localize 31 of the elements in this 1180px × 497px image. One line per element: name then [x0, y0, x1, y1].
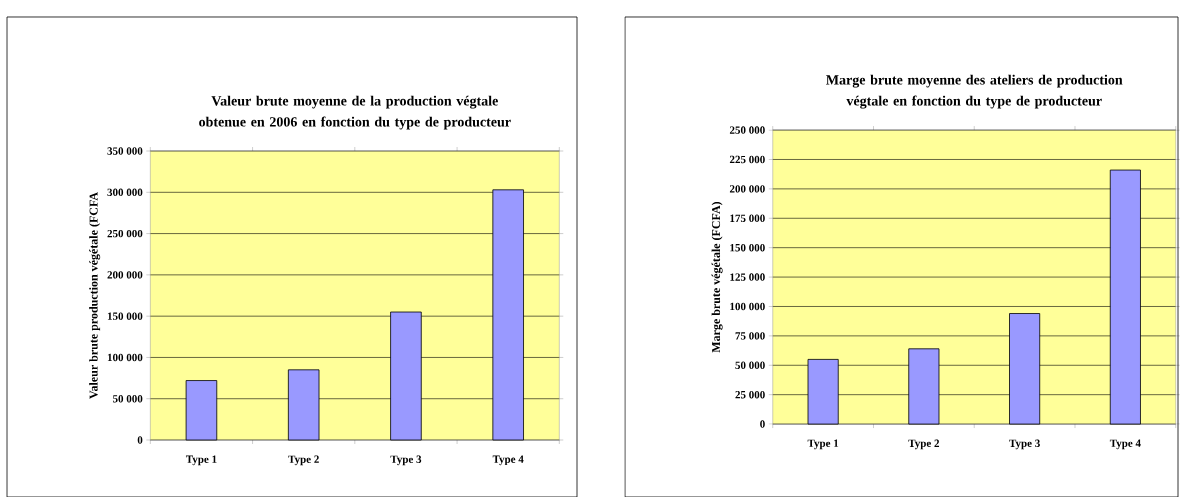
x-tick-label: Type 1: [185, 455, 217, 466]
x-tick-label: Type 1: [807, 439, 839, 450]
y-tick-label: 200 000: [729, 185, 765, 193]
y-axis-title: Marge brute végétale (FCFA): [711, 201, 723, 353]
y-tick-label: 175 000: [730, 214, 765, 222]
chart-title: Valeur brute moyenne de la production végtale obtenue en 2006 en fonction du type de producteur: [199, 95, 511, 130]
x-tick-label: Type 4: [492, 455, 524, 466]
y-tick-label: 100 000: [107, 353, 143, 362]
y-tick-label: 200 000: [107, 271, 143, 279]
y-tick-label: 250 000: [729, 126, 765, 134]
chart-title: Marge brute moyenne des ateliers de production végtale en fonction du type de producteur: [826, 74, 1123, 109]
y-tick-label: 150 000: [107, 312, 143, 320]
y-axis-title: Valeur brute production végétale (FCFA: [89, 192, 101, 399]
y-tick-label: 250 000: [107, 229, 143, 238]
y-tick-label: 125 000: [730, 273, 765, 281]
x-tick-label: Type 2: [288, 455, 319, 466]
y-tick-label: 50 000: [112, 395, 143, 403]
y-tick-label: 25 000: [735, 390, 765, 399]
y-tick-label: 150 000: [730, 243, 765, 252]
x-tick-label: Type 3: [390, 455, 422, 466]
y-tick-label: 0: [760, 420, 765, 428]
y-tick-label: 50 000: [735, 361, 765, 369]
x-tick-label: Type 3: [1009, 439, 1040, 450]
y-tick-label: 75 000: [735, 332, 765, 340]
x-tick-label: Type 4: [1109, 439, 1141, 450]
y-tick-label: 300 000: [107, 188, 143, 197]
y-tick-label: 0: [137, 436, 143, 444]
y-tick-label: 225 000: [729, 155, 765, 164]
y-tick-label: 100 000: [730, 302, 765, 311]
y-tick-label: 350 000: [107, 147, 143, 155]
x-tick-label: Type 2: [908, 439, 940, 450]
